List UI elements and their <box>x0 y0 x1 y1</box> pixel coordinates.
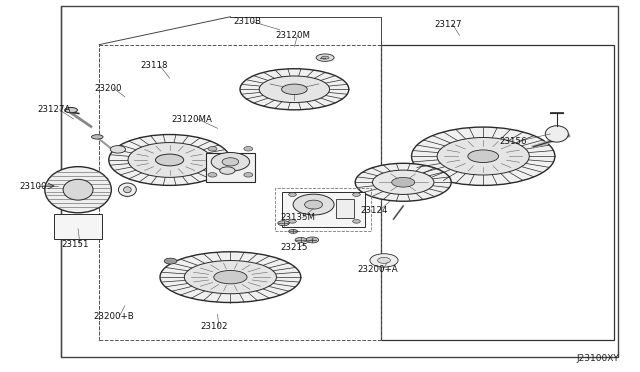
Ellipse shape <box>45 167 111 213</box>
Ellipse shape <box>378 257 390 263</box>
Ellipse shape <box>63 179 93 200</box>
Bar <box>336 199 354 218</box>
Ellipse shape <box>240 69 349 110</box>
Ellipse shape <box>289 219 296 223</box>
Ellipse shape <box>437 138 529 175</box>
Ellipse shape <box>306 237 319 243</box>
Text: 23127A: 23127A <box>37 105 70 114</box>
Ellipse shape <box>412 127 555 185</box>
Ellipse shape <box>109 135 230 185</box>
Bar <box>275 188 371 231</box>
Ellipse shape <box>321 56 329 59</box>
Text: 23200: 23200 <box>95 84 122 93</box>
Ellipse shape <box>222 158 239 166</box>
Ellipse shape <box>128 142 211 177</box>
Text: 23124: 23124 <box>360 206 388 215</box>
Ellipse shape <box>208 173 217 177</box>
Text: 23135M: 23135M <box>280 213 316 222</box>
Text: 23120MA: 23120MA <box>172 115 212 124</box>
Ellipse shape <box>244 173 253 177</box>
Ellipse shape <box>259 76 330 103</box>
Text: 23118: 23118 <box>141 61 168 70</box>
Ellipse shape <box>211 153 250 171</box>
Bar <box>282 192 365 227</box>
Ellipse shape <box>545 126 568 142</box>
Ellipse shape <box>289 230 298 233</box>
Ellipse shape <box>392 177 415 187</box>
Text: 23151: 23151 <box>61 240 89 249</box>
Ellipse shape <box>164 258 177 264</box>
Text: 23102: 23102 <box>200 322 228 331</box>
Bar <box>206 153 255 182</box>
Ellipse shape <box>282 84 307 94</box>
Bar <box>381 45 614 340</box>
Text: 23120M: 23120M <box>275 31 310 40</box>
Ellipse shape <box>353 219 360 223</box>
Ellipse shape <box>355 163 451 201</box>
Ellipse shape <box>295 237 307 243</box>
Ellipse shape <box>468 150 499 163</box>
Ellipse shape <box>214 270 247 284</box>
Text: 23215: 23215 <box>280 243 308 252</box>
Ellipse shape <box>353 193 360 196</box>
Ellipse shape <box>278 221 289 226</box>
Bar <box>54 214 102 239</box>
Ellipse shape <box>160 252 301 302</box>
Ellipse shape <box>289 193 296 196</box>
Ellipse shape <box>244 147 253 151</box>
Ellipse shape <box>118 183 136 196</box>
Ellipse shape <box>305 200 323 209</box>
Text: 23100: 23100 <box>19 182 47 190</box>
Ellipse shape <box>220 167 235 174</box>
Bar <box>61 6 618 357</box>
Text: 23127: 23127 <box>434 20 461 29</box>
Text: 23156: 23156 <box>499 137 527 146</box>
Ellipse shape <box>316 54 334 61</box>
Text: 23200+B: 23200+B <box>93 312 134 321</box>
Ellipse shape <box>370 254 398 267</box>
Text: 23200+A: 23200+A <box>357 265 397 274</box>
Ellipse shape <box>293 194 334 215</box>
Ellipse shape <box>124 187 131 193</box>
Ellipse shape <box>110 146 125 153</box>
Text: 2310B: 2310B <box>234 17 262 26</box>
Ellipse shape <box>65 108 77 113</box>
Text: J23100XY: J23100XY <box>576 354 619 363</box>
Ellipse shape <box>208 147 217 151</box>
Ellipse shape <box>184 260 276 294</box>
Ellipse shape <box>156 154 184 166</box>
Ellipse shape <box>372 170 434 195</box>
Ellipse shape <box>92 135 103 139</box>
